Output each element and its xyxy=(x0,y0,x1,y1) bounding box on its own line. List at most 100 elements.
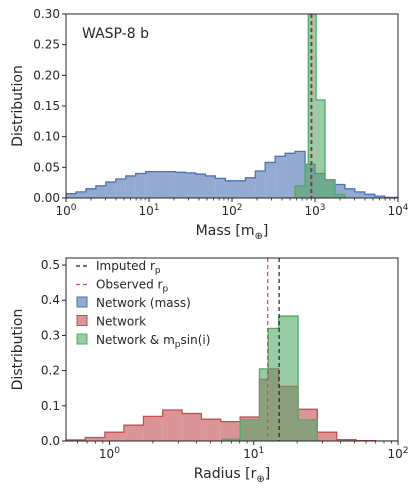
x-tick-label: 104 xyxy=(387,203,408,218)
x-tick-exponent: 1 xyxy=(258,446,264,456)
legend-label-text: Network xyxy=(96,315,146,329)
x-axis-label-end: ] xyxy=(263,223,268,239)
histogram-bar xyxy=(106,182,116,198)
x-axis-label: Radius [r⊕] xyxy=(194,466,270,485)
x-tick-base: 10 xyxy=(55,204,70,218)
y-tick-label: 0.3 xyxy=(41,328,60,342)
histogram-bar xyxy=(165,172,175,198)
histogram-bar xyxy=(345,189,355,198)
x-tick-base: 10 xyxy=(304,204,319,218)
x-axis-label-text: Radius [r xyxy=(194,466,257,482)
x-tick-exponent: 2 xyxy=(237,203,243,213)
x-tick-exponent: 0 xyxy=(114,446,120,456)
legend-label-rest: sin(i) xyxy=(181,333,211,347)
histogram-bar xyxy=(182,414,201,441)
histogram-bar xyxy=(136,173,146,198)
histogram-bar xyxy=(317,432,336,441)
histogram-bar xyxy=(163,410,182,441)
x-axis-label-sub: ⊕ xyxy=(254,231,262,242)
x-tick-exponent: 0 xyxy=(71,203,77,213)
y-tick-label: 0.25 xyxy=(33,38,60,52)
y-tick-label: 0.2 xyxy=(41,364,60,378)
histogram-bar xyxy=(105,432,124,441)
y-tick-label: 0.20 xyxy=(33,68,60,82)
legend-patch-swatch xyxy=(77,334,87,344)
histogram-bar xyxy=(316,100,325,198)
y-axis-label: Distribution xyxy=(10,309,26,391)
x-tick-label: 100 xyxy=(99,446,120,461)
histogram-bar xyxy=(285,153,295,198)
histogram-bar xyxy=(176,172,186,198)
x-tick-label: 102 xyxy=(221,203,242,218)
histogram-bar xyxy=(221,422,240,441)
legend-patch-swatch xyxy=(77,316,87,326)
x-tick-base: 10 xyxy=(221,204,236,218)
x-axis-label-end: ] xyxy=(265,466,270,482)
y-tick-label: 0.5 xyxy=(41,258,60,272)
histogram-bar xyxy=(235,181,245,198)
x-axis-label: Mass [m⊕] xyxy=(196,223,269,242)
histogram-bar xyxy=(245,178,255,198)
histogram-bar xyxy=(259,369,268,441)
y-tick-label: 0.15 xyxy=(33,99,60,113)
y-tick-label: 0.05 xyxy=(33,160,60,174)
y-tick-label: 0.1 xyxy=(41,399,60,413)
x-tick-base: 10 xyxy=(387,204,402,218)
histogram-bar xyxy=(225,181,235,198)
histogram-bar xyxy=(126,176,136,198)
x-tick-exponent: 4 xyxy=(403,203,409,213)
x-tick-label: 101 xyxy=(138,203,159,218)
histogram-bar xyxy=(156,172,166,198)
histogram-bar xyxy=(295,186,305,198)
histogram-bar xyxy=(195,174,205,198)
legend-label: Network & mpsin(i) xyxy=(96,333,210,350)
x-tick-label: 102 xyxy=(387,446,408,461)
legend-label-text: Network (mass) xyxy=(96,296,191,310)
legend-label-text: Network & m xyxy=(96,333,175,347)
histogram-bar xyxy=(201,419,220,441)
histogram-bar xyxy=(355,192,365,198)
legend-label-sub: p xyxy=(162,285,168,295)
y-tick-label: 0.0 xyxy=(41,434,60,448)
x-tick-label: 101 xyxy=(243,446,264,461)
legend-patch-swatch xyxy=(77,297,87,307)
legend-label-sub: p xyxy=(155,266,161,276)
x-tick-exponent: 2 xyxy=(403,446,409,456)
histogram-bar xyxy=(268,328,279,441)
y-tick-label: 0.4 xyxy=(41,293,60,307)
histogram-bar xyxy=(185,173,195,198)
legend-label: Network xyxy=(96,315,146,329)
histogram-bar xyxy=(255,171,265,198)
y-axis-label: Distribution xyxy=(10,65,26,147)
legend-label: Network (mass) xyxy=(96,296,191,310)
histogram-bar xyxy=(325,180,335,198)
x-axis-label-sub: ⊕ xyxy=(256,474,264,485)
x-tick-label: 100 xyxy=(55,203,76,218)
x-tick-base: 10 xyxy=(243,447,258,461)
x-tick-label: 103 xyxy=(304,203,325,218)
x-tick-base: 10 xyxy=(138,204,153,218)
y-tick-label: 0.30 xyxy=(33,7,60,21)
x-tick-base: 10 xyxy=(387,447,402,461)
x-tick-exponent: 1 xyxy=(154,203,160,213)
x-axis-label-text: Mass [m xyxy=(196,223,255,239)
histogram-bar xyxy=(265,162,275,198)
histogram-bar xyxy=(116,179,126,198)
histogram-bar xyxy=(275,156,285,198)
y-tick-label: 0.10 xyxy=(33,130,60,144)
histogram-bar xyxy=(146,172,156,198)
histogram-bar xyxy=(298,420,317,441)
histogram-bar xyxy=(143,416,162,441)
y-tick-label: 0.00 xyxy=(33,191,60,205)
histogram-bar xyxy=(124,425,144,441)
x-tick-exponent: 3 xyxy=(320,203,326,213)
legend-label: Imputed rp xyxy=(96,259,161,276)
x-tick-base: 10 xyxy=(99,447,114,461)
panel-annotation: WASP-8 b xyxy=(82,26,149,42)
histogram-bar xyxy=(96,186,106,198)
histogram-bar xyxy=(240,420,259,441)
